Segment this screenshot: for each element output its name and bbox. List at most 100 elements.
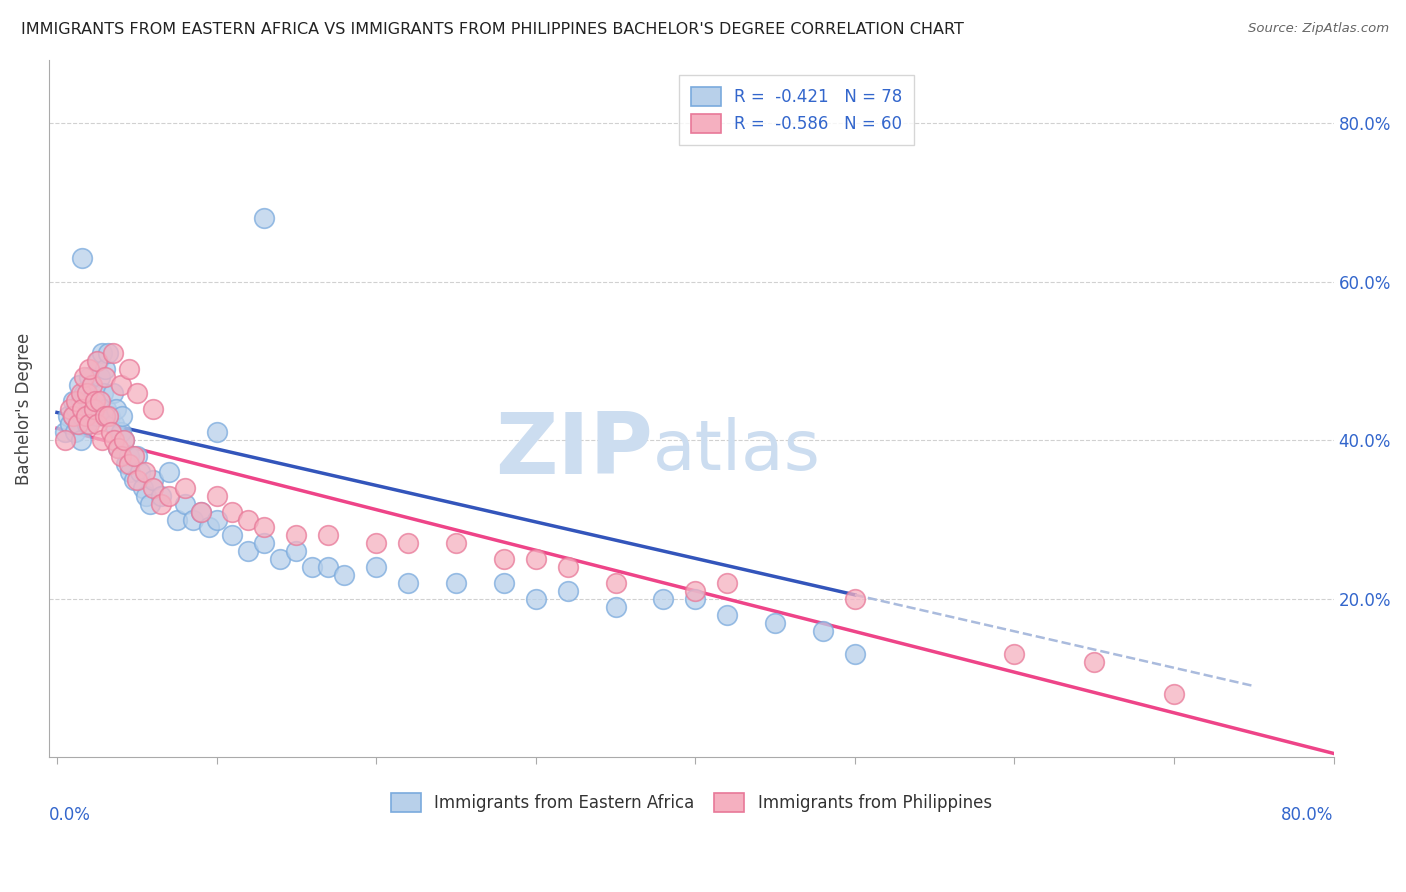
Point: [142, 473, 165, 487]
Point: [173, 497, 195, 511]
Point: [221, 528, 243, 542]
Text: IMMIGRANTS FROM EASTERN AFRICA VS IMMIGRANTS FROM PHILIPPINES BACHELOR'S DEGREE : IMMIGRANTS FROM EASTERN AFRICA VS IMMIGR…: [21, 22, 965, 37]
Point: [87, 354, 110, 368]
Point: [53, 434, 76, 448]
Point: [90, 434, 112, 448]
Point: [94, 362, 117, 376]
Point: [120, 465, 142, 479]
Point: [205, 489, 228, 503]
Point: [1083, 655, 1105, 669]
Point: [94, 409, 117, 424]
Point: [366, 536, 388, 550]
Point: [90, 346, 112, 360]
Point: [84, 393, 107, 408]
Point: [285, 528, 308, 542]
Point: [253, 211, 276, 226]
Text: ZIP: ZIP: [495, 409, 652, 491]
Point: [716, 607, 738, 622]
Point: [67, 377, 90, 392]
Point: [181, 512, 204, 526]
Point: [66, 417, 89, 432]
Point: [716, 576, 738, 591]
Point: [166, 512, 188, 526]
Point: [190, 505, 212, 519]
Point: [112, 434, 135, 448]
Point: [524, 591, 547, 606]
Point: [173, 481, 195, 495]
Point: [118, 362, 141, 376]
Y-axis label: Bachelor's Degree: Bachelor's Degree: [15, 333, 32, 484]
Point: [125, 473, 148, 487]
Point: [66, 417, 89, 432]
Point: [63, 425, 86, 440]
Point: [65, 393, 87, 408]
Point: [685, 591, 707, 606]
Point: [72, 401, 94, 416]
Point: [221, 505, 243, 519]
Text: atlas: atlas: [652, 417, 821, 483]
Point: [103, 417, 125, 432]
Point: [134, 465, 156, 479]
Point: [89, 393, 111, 408]
Point: [285, 544, 308, 558]
Point: [110, 377, 132, 392]
Point: [75, 409, 97, 424]
Point: [135, 489, 157, 503]
Point: [129, 465, 152, 479]
Point: [122, 449, 145, 463]
Point: [100, 425, 122, 440]
Point: [77, 369, 100, 384]
Point: [73, 369, 96, 384]
Point: [205, 512, 228, 526]
Legend: Immigrants from Eastern Africa, Immigrants from Philippines: Immigrants from Eastern Africa, Immigran…: [384, 786, 998, 819]
Point: [97, 409, 120, 424]
Point: [238, 544, 260, 558]
Point: [65, 401, 87, 416]
Point: [444, 576, 467, 591]
Point: [84, 385, 107, 400]
Point: [190, 505, 212, 519]
Point: [253, 536, 276, 550]
Point: [205, 425, 228, 440]
Text: Source: ZipAtlas.com: Source: ZipAtlas.com: [1249, 22, 1389, 36]
Point: [103, 434, 125, 448]
Point: [524, 552, 547, 566]
Point: [76, 417, 98, 432]
Point: [197, 520, 219, 534]
Point: [238, 512, 260, 526]
Point: [132, 481, 155, 495]
Point: [316, 528, 339, 542]
Point: [492, 576, 515, 591]
Point: [89, 369, 111, 384]
Point: [86, 354, 108, 368]
Point: [149, 489, 172, 503]
Point: [605, 599, 627, 614]
Point: [62, 409, 84, 424]
Point: [94, 369, 117, 384]
Point: [98, 409, 121, 424]
Point: [110, 425, 132, 440]
Point: [301, 560, 323, 574]
Point: [763, 615, 786, 630]
Point: [72, 251, 94, 265]
Point: [844, 591, 866, 606]
Point: [652, 591, 675, 606]
Point: [149, 497, 172, 511]
Point: [110, 449, 132, 463]
Point: [557, 560, 579, 574]
Point: [79, 393, 101, 408]
Point: [114, 457, 136, 471]
Point: [138, 497, 160, 511]
Point: [118, 449, 141, 463]
Point: [605, 576, 627, 591]
Point: [118, 457, 141, 471]
Point: [86, 417, 108, 432]
Point: [53, 425, 76, 440]
Point: [105, 401, 128, 416]
Point: [80, 377, 103, 392]
Point: [62, 409, 84, 424]
Point: [101, 346, 124, 360]
Point: [111, 409, 134, 424]
Point: [91, 385, 114, 400]
Point: [77, 362, 100, 376]
